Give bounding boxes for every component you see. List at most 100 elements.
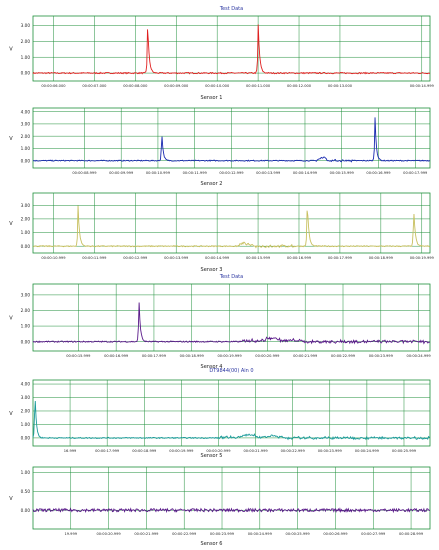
x-tick-label: 00:00:12.999 xyxy=(123,256,148,260)
x-tick-label: 00:00:07.000 xyxy=(82,84,107,88)
y-tick-label: 0.00 xyxy=(21,158,31,163)
sensor-caption: Sensor 1 xyxy=(201,95,223,101)
x-tick-label: 00:00:09.000 xyxy=(164,84,189,88)
y-tick-label: 0.00 xyxy=(21,244,31,249)
plot-frame xyxy=(32,379,431,447)
y-tick-label: 1.00 xyxy=(21,324,31,329)
x-tick-label: 00:00:24.999 xyxy=(248,532,273,536)
chart-panel-6: 0.00 0.50 1.00 19.999 00:00:20.999 00:00:21.9… xyxy=(9,466,431,547)
y-tick-label: 2.00 xyxy=(21,409,31,414)
x-tick-label: 00:00:12.999 xyxy=(219,171,244,175)
x-tick-label: 00:00:27.999 xyxy=(361,532,386,536)
x-tick-label: 00:00:22.999 xyxy=(331,354,356,358)
x-tick-label: 00:00:18.999 xyxy=(369,256,394,260)
x-tick-label: 00:00:10.000 xyxy=(205,84,230,88)
x-tick-label: 00:00:13.999 xyxy=(164,256,189,260)
x-tick-label: 00:00:10.999 xyxy=(41,256,66,260)
y-tick-label: 1.00 xyxy=(21,422,31,427)
x-tick-label: 00:00:23.999 xyxy=(369,354,394,358)
y-tick-label: 3.00 xyxy=(21,293,31,298)
y-tick-label: 3.00 xyxy=(21,395,31,400)
x-tick-label: 00:00:08.999 xyxy=(72,171,97,175)
x-tick-label: 00:00:22.999 xyxy=(172,532,197,536)
x-tick-label: 00:00:16.999 xyxy=(287,256,312,260)
x-tick-label: 00:00:19.999 xyxy=(217,354,242,358)
chart-panel-1: Test Data 0.00 1.00 2.00 3.00 00:00:06.000 00:… xyxy=(9,6,434,101)
x-tick-label: 00:00:24.999 xyxy=(355,449,380,453)
x-tick-label: 00:00:10.999 xyxy=(146,171,171,175)
x-tick-label: 00:00:25.999 xyxy=(392,449,417,453)
y-tick-label: 0.00 xyxy=(21,71,31,76)
plot-frame xyxy=(32,15,431,82)
sensor-caption: Sensor 5 xyxy=(201,453,223,459)
y-axis-label: V xyxy=(9,47,13,53)
y-axis-label: V xyxy=(9,136,13,142)
plot-frame xyxy=(32,466,431,530)
x-tick-label: 00:00:13.999 xyxy=(256,171,281,175)
x-tick-label: 00:00:18.999 xyxy=(180,354,205,358)
y-tick-label: 2.00 xyxy=(21,217,31,222)
sensor-caption: Sensor 6 xyxy=(201,541,223,547)
y-tick-label: 1.00 xyxy=(21,230,31,235)
x-tick-label: 00:00:24.999 xyxy=(407,354,432,358)
y-tick-label: 4.00 xyxy=(21,109,31,114)
x-tick-label: 00:00:22.999 xyxy=(281,449,306,453)
x-tick-label: 00:00:19.999 xyxy=(169,449,194,453)
series-line xyxy=(32,24,431,75)
x-tick-label: 00:00:21.999 xyxy=(293,354,318,358)
x-tick-label: 00:00:13.000 xyxy=(328,84,353,88)
x-tick-label: 00:00:18.999 xyxy=(132,449,157,453)
x-tick-label: 00:00:15.999 xyxy=(66,354,91,358)
x-tick-label: 00:00:11.999 xyxy=(82,256,107,260)
y-tick-label: 1.00 xyxy=(21,470,31,475)
x-tick-label: 00:00:15.999 xyxy=(330,171,355,175)
x-tick-label: 00:00:23.999 xyxy=(318,449,343,453)
plot-frame xyxy=(32,192,431,254)
chart-panel-4: Test Data 0.00 1.00 2.00 3.00 00:00:15.999 00:… xyxy=(9,274,431,370)
x-tick-label: 00:00:08.000 xyxy=(123,84,148,88)
y-tick-label: 1.00 xyxy=(21,55,31,60)
series-line xyxy=(32,302,431,345)
y-tick-label: 0.00 xyxy=(21,339,31,344)
chart-title: Test Data xyxy=(219,6,243,12)
series-line xyxy=(32,507,431,514)
x-tick-label: 00:00:14.999 xyxy=(410,84,435,88)
chart-title: DT9844(00) Ain 0 xyxy=(209,368,253,374)
x-tick-label: 00:00:16.999 xyxy=(104,354,129,358)
x-tick-label: 00:00:20.999 xyxy=(97,532,122,536)
chart-panel-5: DT9844(00) Ain 0 0.00 1.00 2.00 3.00 4.00 16.9… xyxy=(9,368,431,459)
series-line xyxy=(32,401,431,441)
x-tick-label: 00:00:11.000 xyxy=(246,84,271,88)
x-tick-label: 00:00:12.000 xyxy=(287,84,312,88)
y-tick-label: 4.00 xyxy=(21,382,31,387)
sensor-caption: Sensor 3 xyxy=(201,267,223,273)
y-tick-label: 2.00 xyxy=(21,308,31,313)
x-tick-label: 00:00:28.999 xyxy=(399,532,424,536)
x-tick-label: 00:00:16.999 xyxy=(366,171,391,175)
y-tick-label: 2.00 xyxy=(21,39,31,44)
y-axis-label: V xyxy=(9,496,13,502)
y-tick-label: 1.00 xyxy=(21,146,31,151)
y-tick-label: 3.00 xyxy=(21,203,31,208)
x-tick-label: 00:00:21.999 xyxy=(244,449,269,453)
x-tick-label: 00:00:20.999 xyxy=(206,449,231,453)
x-tick-label: 00:00:14.999 xyxy=(205,256,230,260)
x-tick-label: 00:00:17.999 xyxy=(328,256,353,260)
x-tick-label: 00:00:09.999 xyxy=(109,171,134,175)
x-tick-label: 00:00:17.999 xyxy=(142,354,167,358)
x-tick-label: 00:00:23.999 xyxy=(210,532,235,536)
x-tick-label: 00:00:19.999 xyxy=(410,256,435,260)
x-tick-label: 00:00:06.000 xyxy=(41,84,66,88)
y-tick-label: 3.00 xyxy=(21,122,31,127)
x-tick-label: 00:00:17.999 xyxy=(403,171,428,175)
x-tick-label: 00:00:21.999 xyxy=(134,532,159,536)
y-tick-label: 2.00 xyxy=(21,134,31,139)
y-tick-label: 0.50 xyxy=(21,489,31,494)
y-tick-label: 0.00 xyxy=(21,436,31,441)
chart-title: Test Data xyxy=(219,274,243,280)
y-tick-label: 0.00 xyxy=(21,508,31,513)
y-tick-label: 3.00 xyxy=(21,23,31,28)
x-tick-label: 00:00:26.999 xyxy=(323,532,348,536)
x-tick-label: 16.999 xyxy=(64,449,77,453)
